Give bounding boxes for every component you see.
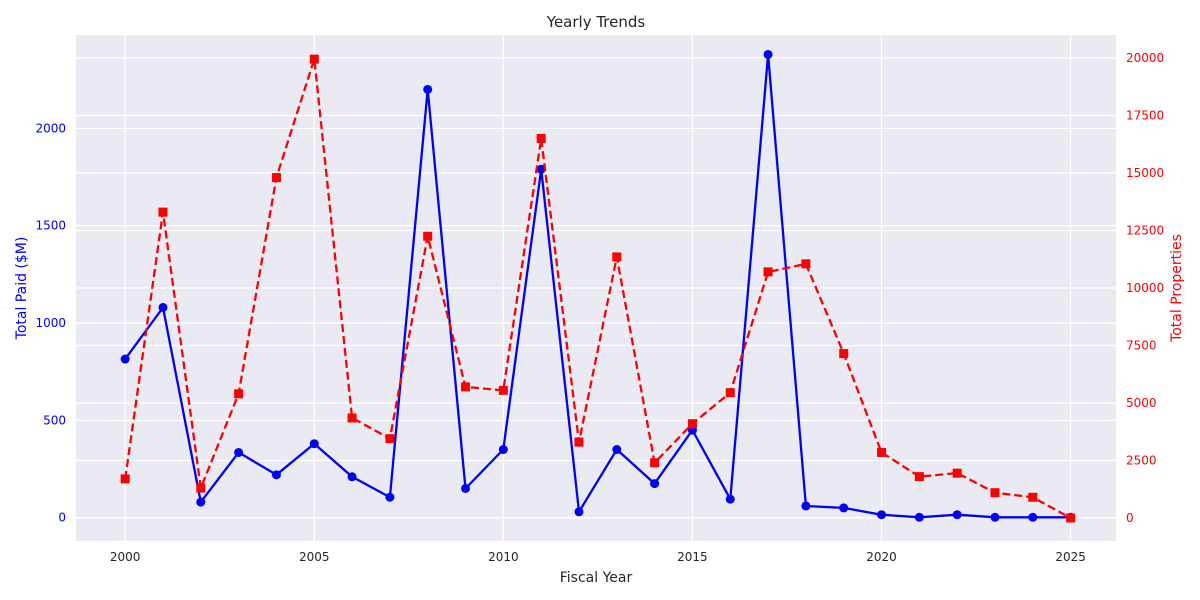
y-right-tick-label: 7500 bbox=[1126, 339, 1157, 353]
data-point-square bbox=[763, 267, 773, 277]
data-point-circle bbox=[309, 439, 319, 449]
data-point-circle bbox=[725, 494, 735, 504]
data-point-square bbox=[1028, 492, 1038, 502]
data-point-square bbox=[158, 207, 168, 217]
data-point-square bbox=[990, 488, 1000, 498]
x-tick-label: 2020 bbox=[866, 550, 897, 564]
data-point-circle bbox=[990, 512, 1000, 522]
data-point-square bbox=[839, 349, 849, 359]
data-point-square bbox=[914, 472, 924, 482]
data-point-square bbox=[725, 388, 735, 398]
series-line-total-paid bbox=[124, 53, 1071, 519]
series-layer bbox=[120, 49, 1076, 523]
data-point-circle bbox=[158, 302, 168, 312]
y-axis-label-left: Total Paid ($M) bbox=[14, 237, 30, 341]
y-right-tick-label: 0 bbox=[1126, 511, 1134, 525]
data-point-square bbox=[309, 54, 319, 64]
data-point-square bbox=[612, 252, 622, 262]
y-right-tick-label: 5000 bbox=[1126, 396, 1157, 410]
data-point-square bbox=[385, 434, 395, 444]
y-left-tick-label: 1500 bbox=[35, 219, 66, 233]
data-point-square bbox=[536, 134, 546, 143]
x-axis-label: Fiscal Year bbox=[560, 570, 633, 586]
data-point-circle bbox=[877, 510, 887, 520]
data-point-circle bbox=[1028, 512, 1038, 522]
data-point-square bbox=[650, 458, 660, 468]
data-point-circle bbox=[839, 503, 849, 513]
data-point-square bbox=[801, 259, 811, 269]
y-left-tick-label: 500 bbox=[43, 413, 66, 427]
y-right-tick-label: 2500 bbox=[1126, 454, 1157, 468]
data-point-circle bbox=[650, 479, 660, 489]
data-point-circle bbox=[498, 445, 508, 455]
y-left-tick-label: 2000 bbox=[35, 121, 66, 135]
data-point-square bbox=[461, 382, 471, 392]
x-tick-label: 2025 bbox=[1055, 550, 1086, 564]
data-point-square bbox=[877, 447, 887, 457]
data-point-circle bbox=[461, 483, 471, 493]
series-line-total-properties bbox=[124, 57, 1072, 520]
data-point-circle bbox=[234, 447, 244, 457]
y-right-tick-label: 17500 bbox=[1126, 109, 1164, 123]
data-point-circle bbox=[385, 492, 395, 502]
data-point-square bbox=[196, 483, 206, 493]
data-point-square bbox=[952, 468, 962, 478]
data-point-circle bbox=[952, 510, 962, 520]
axis-layer: 2000 2005 2010 2015 2020 2025 0 500 1000 1500 2000… bbox=[35, 51, 1164, 564]
y-left-tick-label: 1000 bbox=[35, 316, 66, 330]
data-point-circle bbox=[536, 164, 546, 174]
data-point-circle bbox=[120, 354, 130, 364]
data-point-circle bbox=[347, 472, 357, 482]
x-tick-label: 2015 bbox=[677, 550, 708, 564]
y-right-tick-label: 15000 bbox=[1126, 166, 1164, 180]
y-right-tick-label: 12500 bbox=[1126, 224, 1164, 238]
data-point-circle bbox=[801, 501, 811, 511]
y-right-tick-label: 20000 bbox=[1126, 51, 1164, 65]
data-point-circle bbox=[914, 512, 924, 522]
data-point-circle bbox=[612, 445, 622, 455]
data-point-circle bbox=[423, 84, 433, 94]
data-point-square bbox=[498, 385, 508, 395]
data-point-square bbox=[1066, 513, 1076, 523]
data-point-square bbox=[423, 231, 433, 241]
x-tick-label: 2000 bbox=[110, 550, 141, 564]
data-point-square bbox=[234, 389, 244, 399]
data-point-square bbox=[574, 437, 584, 447]
y-left-tick-label: 0 bbox=[58, 511, 66, 525]
data-point-circle bbox=[271, 470, 281, 480]
chart-title: Yearly Trends bbox=[546, 13, 646, 31]
data-point-square bbox=[271, 173, 281, 183]
data-point-square bbox=[687, 419, 697, 429]
y-right-tick-label: 10000 bbox=[1126, 281, 1164, 295]
y-axis-label-right: Total Properties bbox=[1169, 234, 1185, 343]
grid-layer bbox=[76, 35, 1116, 541]
data-point-circle bbox=[196, 497, 206, 507]
x-tick-label: 2010 bbox=[488, 550, 519, 564]
data-point-circle bbox=[763, 49, 773, 59]
x-tick-label: 2005 bbox=[299, 550, 330, 564]
data-point-circle bbox=[574, 507, 584, 517]
data-point-square bbox=[347, 413, 357, 423]
data-point-square bbox=[120, 474, 130, 484]
